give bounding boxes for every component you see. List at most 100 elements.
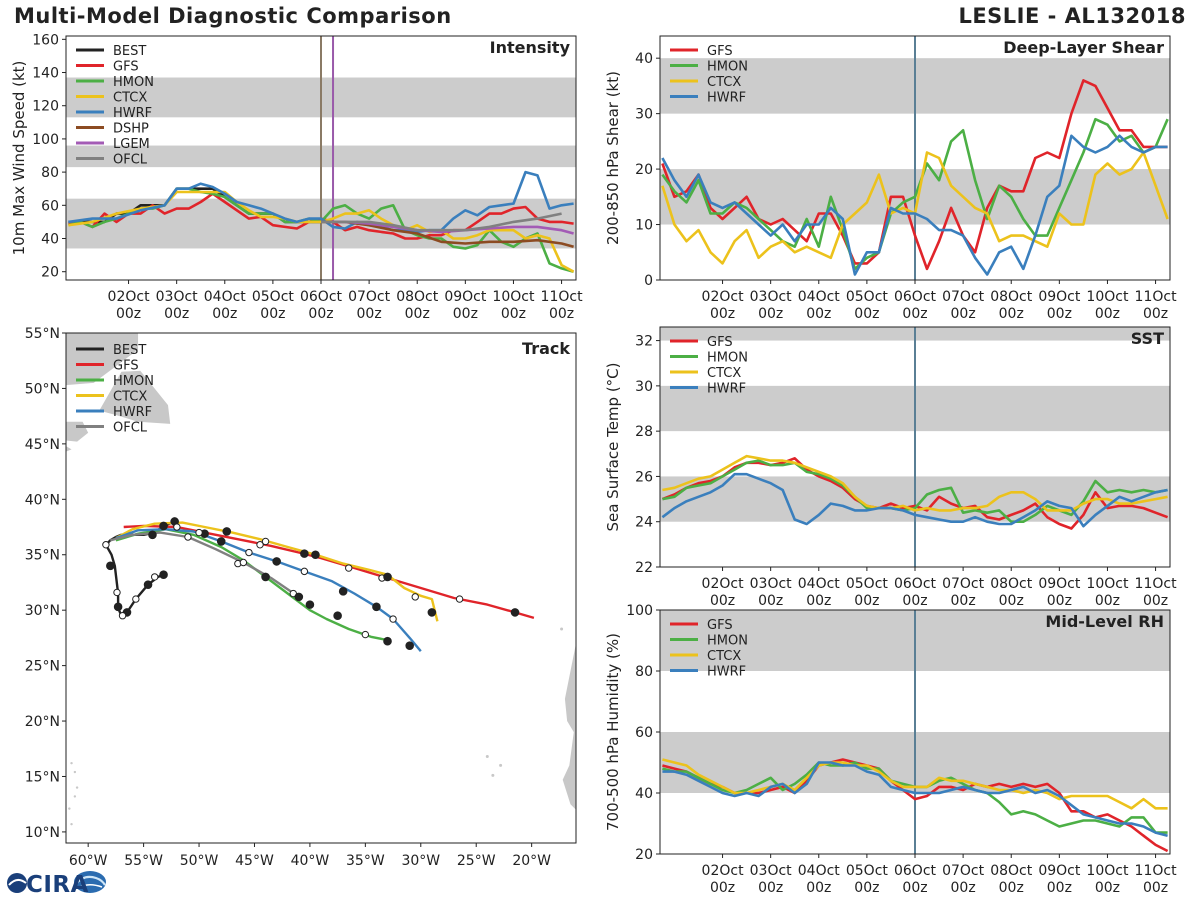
- track-marker-hwrf: [338, 587, 348, 596]
- track-xtick-label: 50°W: [180, 853, 219, 869]
- track-marker-hwrf: [405, 641, 414, 650]
- intensity-xtick-label: 10Oct: [492, 289, 535, 305]
- land-nova-scotia: [66, 446, 72, 452]
- shear-ytick-label: 40: [635, 51, 653, 67]
- land-cape-breton: [66, 421, 89, 442]
- track-marker-ofcl: [294, 592, 304, 602]
- sst-xtick-label: 00z: [1047, 593, 1072, 609]
- panel-shear: 01020304002Oct00z03Oct00z04Oct00z05Oct00…: [604, 35, 1178, 322]
- intensity-xtick-label: 06Oct: [300, 289, 343, 305]
- land-newfoundland: [99, 370, 171, 424]
- rh-xtick-label: 00z: [1047, 880, 1072, 896]
- rh-xtick-label: 00z: [806, 880, 831, 896]
- cira-wave-logo-icon: [7, 871, 106, 893]
- rh-legend-label-ctcx: CTCX: [707, 649, 741, 664]
- sst-ytick-label: 32: [635, 334, 653, 350]
- track-marker-gfs: [173, 523, 181, 531]
- rh-xtick-label: 00z: [902, 880, 927, 896]
- rh-xtick-label: 07Oct: [942, 863, 985, 879]
- intensity-xtick-label: 00z: [116, 306, 141, 322]
- shear-xtick-label: 09Oct: [1038, 289, 1081, 305]
- sst-line-ctcx: [662, 454, 1168, 512]
- rh-ytick-label: 20: [635, 847, 653, 863]
- intensity-xtick-label: 09Oct: [444, 289, 487, 305]
- intensity-line-hwrf: [68, 170, 574, 234]
- shear-ytick-label: 0: [644, 273, 653, 289]
- shear-xtick-label: 00z: [854, 306, 879, 322]
- rh-xtick-label: 04Oct: [798, 863, 841, 879]
- track-marker-hmon: [305, 600, 315, 609]
- sst-ytick-label: 22: [635, 560, 653, 576]
- rh-ylabel: 700-500 hPa Humidity (%): [604, 633, 622, 831]
- sst-title: SST: [1131, 329, 1164, 348]
- rh-xtick-label: 00z: [758, 880, 783, 896]
- shear-ytick-label: 20: [635, 162, 653, 178]
- shear-xtick-label: 00z: [806, 306, 831, 322]
- sst-ytick-label: 28: [635, 424, 653, 440]
- rh-ytick-label: 60: [635, 725, 653, 741]
- shear-xtick-label: 00z: [1095, 306, 1120, 322]
- track-marker-ctcx: [427, 608, 437, 617]
- land-island: [68, 807, 71, 810]
- rh-xtick-label: 00z: [999, 880, 1024, 896]
- track-line-gfs: [123, 524, 535, 620]
- intensity-xtick-label: 02Oct: [108, 289, 151, 305]
- sst-ytick-label: 26: [635, 469, 653, 485]
- shear-legend-label-ctcx: CTCX: [707, 75, 741, 90]
- track-marker-hwrf: [216, 537, 226, 546]
- sst-xtick-label: 07Oct: [942, 576, 985, 592]
- track-marker-best: [148, 530, 157, 540]
- panel-rh: 2040608010002Oct00z03Oct00z04Oct00z05Oct…: [604, 603, 1177, 896]
- track-xtick-label: 45°W: [235, 853, 274, 869]
- track-legend-label-gfs: GFS: [113, 359, 139, 374]
- rh-xtick-label: 03Oct: [750, 863, 793, 879]
- sst-line-hmon: [662, 459, 1168, 524]
- shear-ylabel: 200-850 hPa Shear (kt): [604, 71, 622, 245]
- intensity-legend-label-best: BEST: [113, 44, 146, 59]
- track-xtick-label: 35°W: [346, 853, 385, 869]
- shear-xtick-label: 00z: [758, 306, 783, 322]
- rh-legend-label-hwrf: HWRF: [707, 665, 746, 680]
- track-marker-best: [102, 541, 110, 549]
- track-series: [102, 517, 535, 652]
- intensity-legend-label-hmon: HMON: [113, 75, 154, 90]
- intensity-xtick-label: 00z: [501, 306, 526, 322]
- track-ytick-label: 55°N: [25, 326, 60, 342]
- logo-text: CIRA: [26, 872, 89, 898]
- sst-xtick-label: 09Oct: [1038, 576, 1081, 592]
- sst-xtick-label: 00z: [758, 593, 783, 609]
- rh-xtick-label: 08Oct: [990, 863, 1033, 879]
- shear-xtick-label: 11Oct: [1135, 289, 1178, 305]
- track-xtick-label: 30°W: [401, 853, 440, 869]
- shear-line-hwrf: [661, 134, 1168, 276]
- land-island: [70, 761, 73, 765]
- rh-title: Mid-Level RH: [1045, 612, 1164, 631]
- track-marker-hmon: [361, 630, 370, 639]
- track-marker-hmon: [261, 572, 270, 582]
- shear-xtick-label: 00z: [951, 306, 976, 322]
- land-island: [491, 773, 495, 777]
- shear-xtick-label: 00z: [1143, 306, 1168, 322]
- shear-xtick-label: 00z: [710, 306, 735, 322]
- shear-xtick-label: 05Oct: [846, 289, 889, 305]
- shear-xtick-label: 08Oct: [990, 289, 1033, 305]
- track-line-hwrf: [115, 528, 422, 652]
- intensity-xtick-label: 00z: [308, 306, 333, 322]
- rh-xtick-label: 00z: [951, 880, 976, 896]
- sst-legend-label-ctcx: CTCX: [707, 366, 741, 381]
- track-marker-ctcx: [345, 564, 353, 572]
- shear-title: Deep-Layer Shear: [1003, 38, 1164, 57]
- sst-xtick-label: 03Oct: [750, 576, 793, 592]
- rh-xtick-label: 00z: [710, 880, 735, 896]
- land-island: [73, 795, 77, 798]
- intensity-ylabel: 10m Max Wind Speed (kt): [10, 61, 28, 256]
- sst-xtick-label: 00z: [806, 593, 831, 609]
- land-island: [485, 755, 489, 759]
- sst-xtick-label: 02Oct: [702, 576, 745, 592]
- shear-xtick-label: 06Oct: [894, 289, 937, 305]
- track-marker-ctcx: [261, 537, 270, 546]
- track-marker-best: [132, 595, 140, 603]
